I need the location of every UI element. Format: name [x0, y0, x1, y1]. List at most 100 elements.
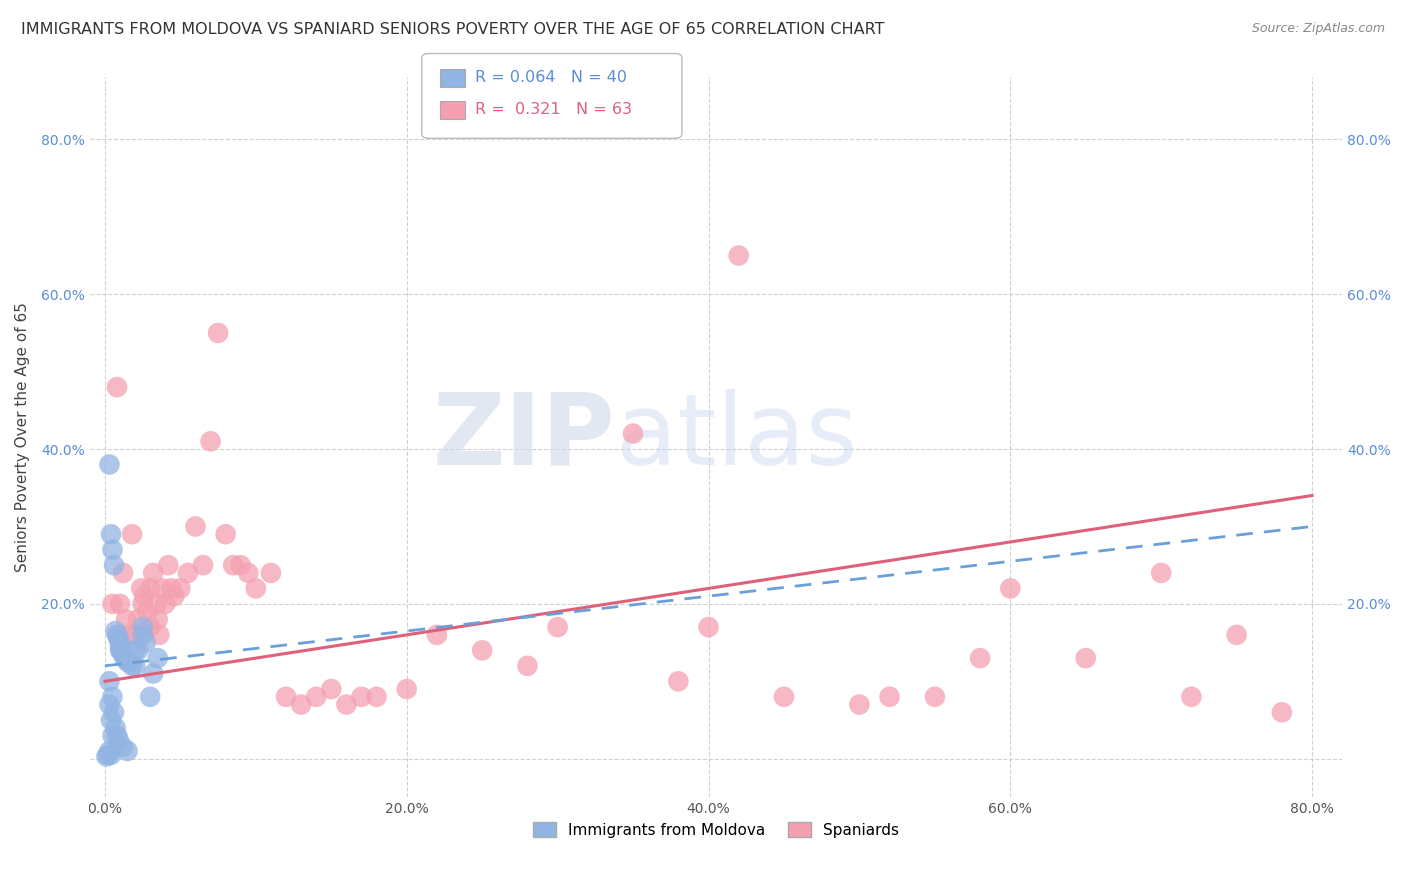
Point [100, 747, 122, 762]
Point [131, 597, 153, 611]
Point [112, 566, 135, 580]
Point [516, 658, 538, 673]
Point [148, 628, 170, 642]
Point [105, 380, 128, 394]
Point [115, 612, 138, 626]
Point [177, 566, 200, 580]
Point [131, 620, 153, 634]
Point [107, 732, 129, 747]
Point [146, 651, 169, 665]
Point [101, 690, 124, 704]
Point [666, 674, 689, 689]
Point [101, 597, 124, 611]
Point [127, 612, 149, 626]
Point [98, 458, 121, 472]
Point [104, 721, 127, 735]
Text: ZIP: ZIP [433, 389, 616, 486]
Point [108, 635, 131, 649]
Y-axis label: Seniors Poverty Over the Age of 65: Seniors Poverty Over the Age of 65 [15, 302, 30, 573]
Point [118, 628, 141, 642]
Point [124, 628, 146, 642]
Point [305, 690, 328, 704]
Text: Source: ZipAtlas.com: Source: ZipAtlas.com [1251, 22, 1385, 36]
Point [238, 566, 260, 580]
Point [134, 589, 156, 603]
Point [969, 651, 991, 665]
Point [207, 326, 229, 340]
Point [471, 643, 494, 657]
Text: IMMIGRANTS FROM MOLDOVA VS SPANIARD SENIORS POVERTY OVER THE AGE OF 65 CORRELATI: IMMIGRANTS FROM MOLDOVA VS SPANIARD SENI… [21, 22, 884, 37]
Point [924, 690, 946, 704]
Point [117, 744, 139, 758]
Point [96, 749, 118, 764]
Point [146, 612, 169, 626]
Point [163, 589, 186, 603]
Point [547, 620, 569, 634]
Point [184, 519, 207, 533]
Point [118, 655, 141, 669]
Point [214, 527, 236, 541]
Point [112, 647, 135, 661]
Point [139, 582, 162, 596]
Point [169, 582, 191, 596]
Point [136, 605, 159, 619]
Point [131, 628, 153, 642]
Point [117, 655, 139, 669]
Point [260, 566, 283, 580]
Point [697, 620, 720, 634]
Point [105, 628, 128, 642]
Text: R = 0.064   N = 40: R = 0.064 N = 40 [475, 70, 627, 85]
Point [108, 643, 131, 657]
Point [321, 681, 343, 696]
Point [848, 698, 870, 712]
Point [366, 690, 388, 704]
Legend: Immigrants from Moldova, Spaniards: Immigrants from Moldova, Spaniards [527, 815, 905, 844]
Point [129, 582, 152, 596]
Point [101, 729, 124, 743]
Point [98, 698, 121, 712]
Text: R =  0.321   N = 63: R = 0.321 N = 63 [475, 103, 633, 117]
Point [127, 643, 149, 657]
Point [100, 527, 122, 541]
Point [124, 643, 146, 657]
Point [1271, 706, 1294, 720]
Point [229, 558, 252, 573]
Point [1226, 628, 1249, 642]
Point [97, 747, 120, 762]
Point [121, 658, 143, 673]
Point [1000, 582, 1022, 596]
Point [621, 426, 644, 441]
Point [1150, 566, 1173, 580]
Point [426, 628, 449, 642]
Point [160, 582, 183, 596]
Point [108, 597, 131, 611]
Point [139, 690, 162, 704]
Point [103, 706, 125, 720]
Point [245, 582, 267, 596]
Point [104, 624, 127, 638]
Point [107, 632, 129, 646]
Point [1074, 651, 1097, 665]
Point [139, 620, 162, 634]
Point [112, 740, 135, 755]
Point [142, 666, 165, 681]
Point [150, 582, 173, 596]
Point [290, 698, 312, 712]
Point [121, 527, 143, 541]
Point [103, 558, 125, 573]
Point [395, 681, 418, 696]
Point [145, 597, 167, 611]
Point [879, 690, 901, 704]
Point [200, 434, 222, 449]
Point [105, 729, 128, 743]
Text: atlas: atlas [616, 389, 858, 486]
Point [274, 690, 297, 704]
Point [350, 690, 373, 704]
Point [100, 713, 122, 727]
Point [191, 558, 214, 573]
Point [222, 558, 245, 573]
Point [101, 542, 124, 557]
Point [727, 248, 749, 262]
Point [98, 744, 121, 758]
Point [114, 651, 136, 665]
